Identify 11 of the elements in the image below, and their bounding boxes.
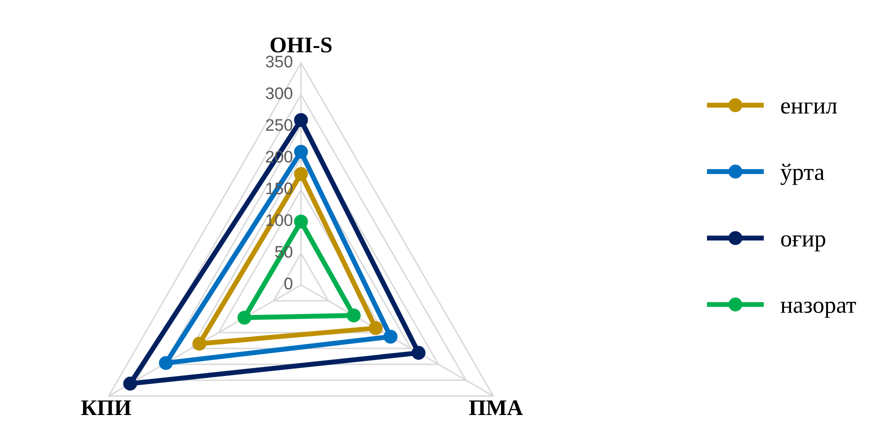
legend-label: енгил: [781, 102, 837, 114]
legend-label: ўрта: [780, 164, 824, 185]
spoke-label: КПИ: [81, 400, 132, 416]
y-tick-label: 350: [266, 56, 292, 68]
spoke-label: ПМА: [469, 400, 523, 416]
y-tick-label: 0: [284, 278, 292, 290]
y-tick-label: 250: [266, 119, 292, 131]
legend-label: назорат: [780, 302, 856, 318]
y-tick-label: 300: [266, 87, 292, 100]
spoke-label: OHI-S: [270, 38, 332, 52]
legend-label: оғир: [781, 235, 826, 252]
